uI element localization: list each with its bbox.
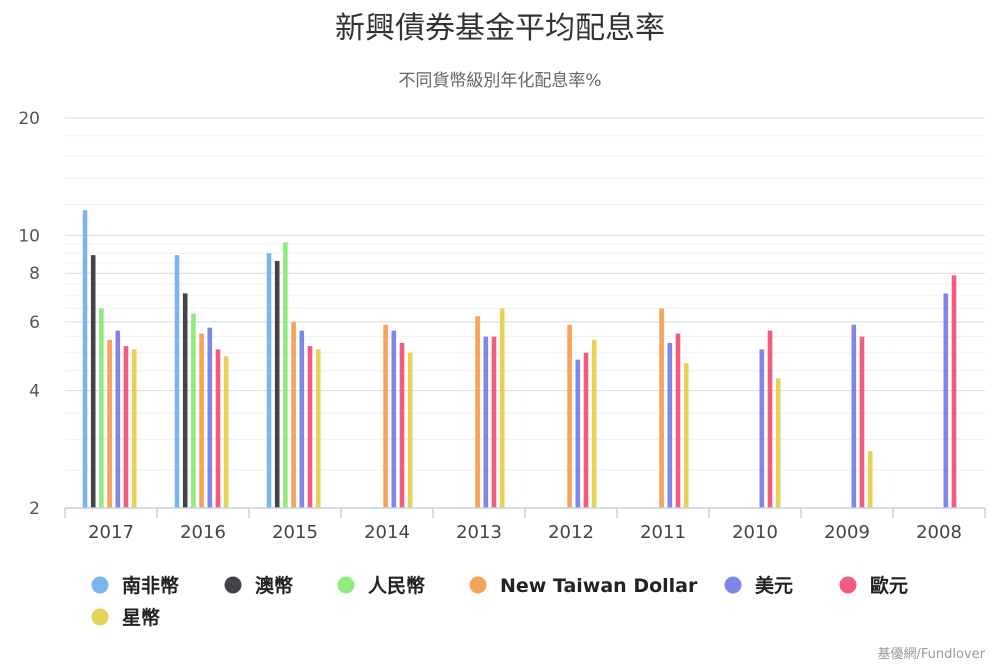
legend-marker[interactable] xyxy=(91,608,109,626)
bar[interactable] xyxy=(215,349,221,508)
x-axis: 2017 2016 2015 2014 2013 2012 2011 2010 2009 2008 xyxy=(64,507,986,543)
bar[interactable] xyxy=(82,210,88,509)
bar[interactable] xyxy=(299,330,305,508)
legend-item-label[interactable]: 歐元 xyxy=(870,574,908,597)
bar[interactable] xyxy=(591,339,597,508)
credit-text: 基優網/Fundlover xyxy=(878,647,986,662)
bar[interactable] xyxy=(223,356,229,508)
bar[interactable] xyxy=(266,253,272,508)
bar[interactable] xyxy=(567,324,572,508)
y-tick-label: 10 xyxy=(18,226,40,246)
y-tick-label: 2 xyxy=(29,499,40,519)
bar[interactable] xyxy=(667,342,673,508)
bar[interactable] xyxy=(867,451,873,508)
bar[interactable] xyxy=(383,324,388,508)
legend-item-label[interactable]: 南非幣 xyxy=(122,575,179,597)
bar[interactable] xyxy=(174,255,180,508)
bar[interactable] xyxy=(307,346,313,508)
bar[interactable] xyxy=(683,363,689,508)
bar[interactable] xyxy=(199,333,204,508)
x-tick-label: 2014 xyxy=(364,522,410,543)
bar[interactable] xyxy=(115,330,121,508)
bar[interactable] xyxy=(675,333,681,508)
bar[interactable] xyxy=(767,330,773,508)
x-tick-label: 2013 xyxy=(456,522,502,543)
legend-marker[interactable] xyxy=(469,576,487,594)
bar[interactable] xyxy=(775,378,781,508)
legend-marker[interactable] xyxy=(839,576,857,594)
x-tick-label: 2015 xyxy=(272,522,318,543)
bar[interactable] xyxy=(291,321,296,508)
bar[interactable] xyxy=(207,327,213,508)
grid xyxy=(65,117,985,471)
x-tick-label: 2016 xyxy=(180,522,226,543)
legend-marker[interactable] xyxy=(337,576,355,594)
bar[interactable] xyxy=(131,349,137,508)
bar[interactable] xyxy=(583,352,589,508)
bar[interactable] xyxy=(123,346,129,508)
bar[interactable] xyxy=(182,293,188,508)
y-tick-label: 4 xyxy=(29,382,40,402)
bar[interactable] xyxy=(483,336,489,508)
bar[interactable] xyxy=(759,349,765,508)
bar[interactable] xyxy=(575,359,581,508)
legend-marker[interactable] xyxy=(91,576,109,594)
bar[interactable] xyxy=(391,330,397,508)
x-tick-label: 2008 xyxy=(916,522,962,543)
bar[interactable] xyxy=(107,339,112,508)
chart-title: 新興債券基金平均配息率 xyxy=(335,11,665,46)
x-tick-label: 2009 xyxy=(824,522,870,543)
y-tick-label: 6 xyxy=(29,313,40,333)
bar[interactable] xyxy=(499,308,505,508)
x-tick-label: 2010 xyxy=(732,522,778,543)
legend-item-label[interactable]: New Taiwan Dollar xyxy=(500,575,698,597)
bar[interactable] xyxy=(407,352,413,508)
bar[interactable] xyxy=(274,260,280,508)
bar[interactable] xyxy=(851,324,857,508)
x-tick-label: 2012 xyxy=(548,522,594,543)
bar[interactable] xyxy=(399,342,405,508)
y-tick-label: 20 xyxy=(18,109,40,129)
legend-item-label[interactable]: 美元 xyxy=(755,574,793,597)
bar[interactable] xyxy=(90,255,96,508)
legend-item-label[interactable]: 澳幣 xyxy=(255,574,293,597)
bar[interactable] xyxy=(943,293,949,508)
bar[interactable] xyxy=(475,316,480,508)
bar[interactable] xyxy=(491,336,497,508)
legend-item-label[interactable]: 星幣 xyxy=(122,607,160,629)
legend-marker[interactable] xyxy=(724,576,742,594)
bar[interactable] xyxy=(283,242,288,508)
bar[interactable] xyxy=(99,308,104,508)
legend-marker[interactable] xyxy=(224,576,242,594)
bar[interactable] xyxy=(659,308,664,508)
bar[interactable] xyxy=(859,336,865,508)
x-tick-label: 2011 xyxy=(640,522,686,543)
bar[interactable] xyxy=(191,313,196,508)
x-tick-label: 2017 xyxy=(88,522,134,543)
y-tick-label: 8 xyxy=(29,264,40,284)
plot-area xyxy=(82,210,957,509)
y-axis: 2 4 6 8 10 20 xyxy=(18,109,40,519)
legend-item-label[interactable]: 人民幣 xyxy=(368,575,425,597)
bar[interactable] xyxy=(315,349,321,508)
chart-subtitle: 不同貨幣級別年化配息率% xyxy=(398,71,601,91)
bar[interactable] xyxy=(951,275,957,508)
